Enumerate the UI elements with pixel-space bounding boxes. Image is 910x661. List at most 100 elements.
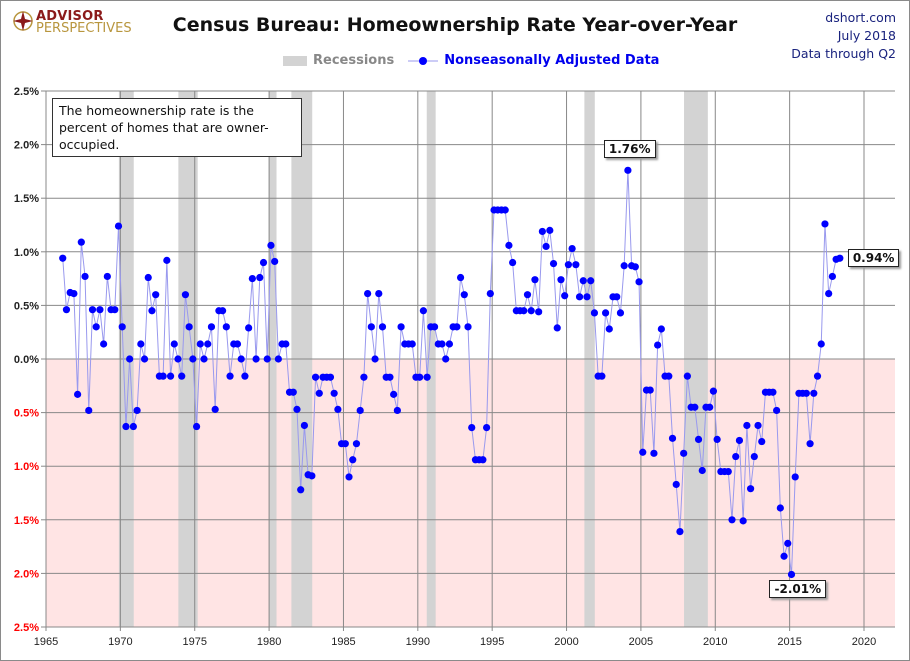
data-point [698, 466, 706, 475]
data-point [181, 291, 190, 299]
data-point [311, 373, 320, 381]
data-point [709, 387, 718, 395]
data-point [616, 309, 625, 317]
x-tick-label: 1975 [182, 636, 206, 648]
data-point [390, 390, 398, 398]
data-point [773, 406, 781, 415]
data-point [575, 293, 584, 301]
data-point [378, 323, 387, 331]
data-point [706, 403, 714, 411]
data-point [579, 277, 587, 285]
data-point [828, 272, 836, 281]
data-point [92, 323, 100, 331]
legend: Recessions Nonseasonally Adjusted Data [283, 53, 659, 68]
data-point [367, 323, 375, 331]
data-point [293, 405, 301, 413]
data-point [456, 273, 465, 282]
data-point [315, 389, 323, 397]
data-point [780, 552, 788, 560]
data-point [769, 388, 777, 396]
data-point [758, 437, 766, 446]
data-point [836, 254, 844, 262]
x-tick-label: 1980 [257, 636, 281, 648]
data-point [360, 373, 368, 381]
data-point [233, 340, 242, 348]
data-point [538, 227, 546, 236]
data-point [520, 307, 528, 315]
data-point [416, 373, 424, 381]
y-tick-label: 0.5% [14, 408, 39, 420]
data-point [178, 372, 186, 380]
data-point [572, 261, 580, 269]
data-point [724, 467, 732, 476]
data-point [620, 262, 628, 270]
data-point [486, 290, 494, 298]
data-point [542, 242, 550, 251]
data-point [754, 421, 762, 430]
data-point [77, 238, 85, 246]
data-point [334, 405, 342, 413]
data-point [364, 290, 372, 298]
data-point [479, 456, 487, 464]
data-point [148, 307, 156, 315]
data-point [241, 372, 249, 380]
data-point [419, 307, 427, 315]
recession-swatch [283, 55, 307, 66]
data-point [152, 291, 160, 299]
data-point [259, 258, 268, 267]
data-point [639, 448, 647, 456]
data-point [252, 355, 260, 363]
y-tick-label: 0.5% [14, 300, 39, 312]
data-point [200, 355, 208, 363]
data-point [96, 306, 104, 314]
data-point [207, 323, 216, 331]
data-point [170, 340, 178, 348]
x-tick-label: 2005 [629, 636, 653, 648]
data-point [549, 259, 558, 268]
x-tick-label: 2000 [554, 636, 578, 648]
x-tick-label: 2010 [703, 636, 727, 648]
data-point [746, 485, 755, 493]
data-point [330, 389, 338, 397]
data-point [564, 261, 573, 269]
data-point [137, 340, 145, 348]
data-point [810, 389, 818, 397]
data-point [735, 436, 744, 445]
x-tick-label: 1995 [480, 636, 504, 648]
data-point [821, 220, 829, 228]
x-tick-label: 2015 [777, 636, 801, 648]
data-point [568, 244, 576, 253]
series-marker-icon [408, 56, 439, 65]
data-point [739, 517, 747, 525]
x-tick-label: 1985 [331, 636, 355, 648]
source-site: dshort.com [825, 10, 896, 25]
source-date: July 2018 [837, 28, 896, 43]
data-point [397, 323, 405, 331]
data-point [248, 275, 256, 283]
data-point [728, 516, 736, 524]
data-point [743, 421, 751, 430]
data-point [453, 323, 461, 331]
data-point [590, 309, 599, 317]
data-point [646, 386, 654, 394]
y-tick-label: 2.0% [14, 140, 39, 152]
data-point [271, 257, 279, 266]
x-tick-label: 1965 [34, 636, 58, 648]
data-point [791, 473, 799, 481]
data-point [680, 449, 688, 457]
data-point [163, 256, 171, 264]
data-point [657, 325, 665, 333]
data-point [245, 324, 253, 332]
data-point [624, 166, 632, 174]
data-point [166, 372, 175, 380]
data-point [308, 472, 316, 480]
annotation-note: The homeownership rate is the percent of… [52, 98, 302, 157]
data-point [59, 254, 67, 262]
data-point [613, 293, 621, 301]
compass-icon [13, 11, 33, 31]
legend-series: Nonseasonally Adjusted Data [408, 53, 659, 68]
data-point [438, 340, 446, 348]
data-point [159, 372, 167, 380]
data-point [129, 422, 137, 431]
